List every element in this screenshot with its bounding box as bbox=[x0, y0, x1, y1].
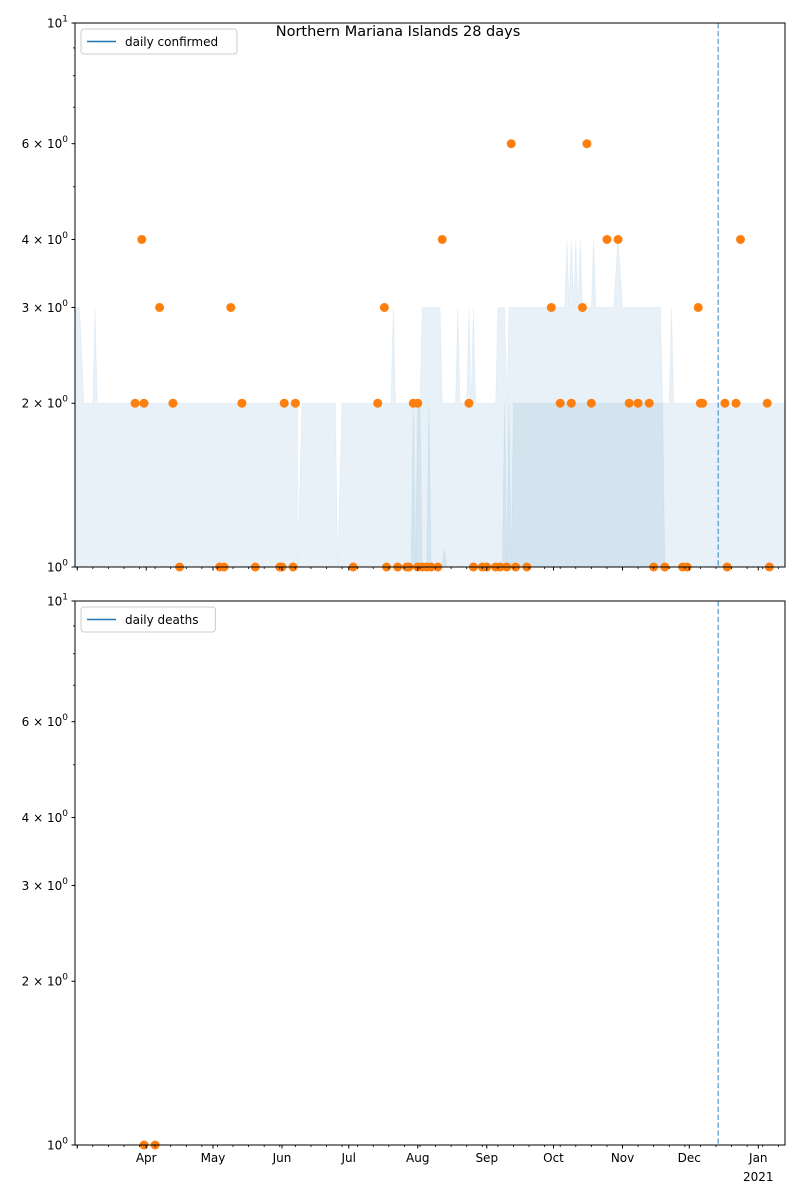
data-point bbox=[586, 398, 596, 408]
data-point bbox=[602, 234, 612, 244]
axes-frame bbox=[74, 600, 786, 1146]
data-point bbox=[437, 234, 447, 244]
x-tick-sublabel: 2021 bbox=[743, 1170, 774, 1184]
data-point bbox=[290, 398, 300, 408]
data-point bbox=[546, 302, 556, 312]
data-point bbox=[731, 398, 741, 408]
y-tick-label: 101 bbox=[47, 593, 68, 609]
data-point bbox=[555, 398, 565, 408]
data-point bbox=[624, 398, 634, 408]
data-point bbox=[226, 302, 236, 312]
y-tick-label: 3 × 100 bbox=[22, 299, 69, 315]
y-tick-label: 4 × 100 bbox=[22, 231, 69, 247]
legend-label: daily deaths bbox=[125, 613, 198, 627]
y-tick-label: 100 bbox=[47, 559, 68, 575]
legend-box bbox=[80, 606, 216, 633]
x-tick-label: Jul bbox=[341, 1151, 356, 1165]
chart-title: Northern Mariana Islands 28 days bbox=[276, 24, 521, 40]
x-tick-label: Aug bbox=[406, 1151, 429, 1165]
data-point bbox=[130, 398, 140, 408]
x-tick-label: Jan bbox=[748, 1151, 768, 1165]
confirmed-panel: 100 2 × 100 3 × 100 4 × 100 6 × 100 101 daily … bbox=[22, 15, 786, 575]
y-tick-label: 100 bbox=[47, 1137, 68, 1153]
y-tick-label: 101 bbox=[47, 15, 68, 31]
legend-label: daily confirmed bbox=[125, 35, 218, 49]
y-tick-label: 6 × 100 bbox=[22, 713, 69, 729]
data-point bbox=[279, 398, 289, 408]
data-point bbox=[582, 139, 592, 149]
data-point bbox=[168, 398, 178, 408]
data-point bbox=[237, 398, 247, 408]
deaths-panel: 100 2 × 100 3 × 100 4 × 100 6 × 100 101 Apr May… bbox=[22, 593, 786, 1184]
x-tick-label: Sep bbox=[475, 1151, 498, 1165]
data-point bbox=[633, 398, 643, 408]
range-band-outer bbox=[74, 239, 786, 568]
y-tick-label: 3 × 100 bbox=[22, 877, 69, 893]
data-point bbox=[139, 398, 149, 408]
data-point bbox=[735, 234, 745, 244]
data-point bbox=[413, 398, 423, 408]
x-tick-label: Jun bbox=[272, 1151, 292, 1165]
y-tick-label: 2 × 100 bbox=[22, 395, 69, 411]
data-point bbox=[566, 398, 576, 408]
data-point bbox=[698, 398, 708, 408]
data-point bbox=[762, 398, 772, 408]
data-point bbox=[577, 302, 587, 312]
x-tick-label: Nov bbox=[611, 1151, 634, 1165]
data-point bbox=[720, 398, 730, 408]
y-tick-label: 6 × 100 bbox=[22, 135, 69, 151]
x-tick-label: Apr bbox=[136, 1151, 157, 1165]
y-tick-label: 2 × 100 bbox=[22, 973, 69, 989]
data-point bbox=[464, 398, 474, 408]
data-point bbox=[379, 302, 389, 312]
y-tick-label: 4 × 100 bbox=[22, 809, 69, 825]
data-point bbox=[693, 302, 703, 312]
data-point bbox=[613, 234, 623, 244]
x-tick-label: Dec bbox=[678, 1151, 701, 1165]
x-tick-label: Oct bbox=[543, 1151, 564, 1165]
legend-box bbox=[80, 28, 238, 55]
x-tick-label: May bbox=[201, 1151, 226, 1165]
axes-frame bbox=[74, 22, 786, 568]
data-point bbox=[506, 139, 516, 149]
data-point bbox=[644, 398, 654, 408]
data-point bbox=[137, 234, 147, 244]
data-point bbox=[373, 398, 383, 408]
data-point bbox=[155, 302, 165, 312]
